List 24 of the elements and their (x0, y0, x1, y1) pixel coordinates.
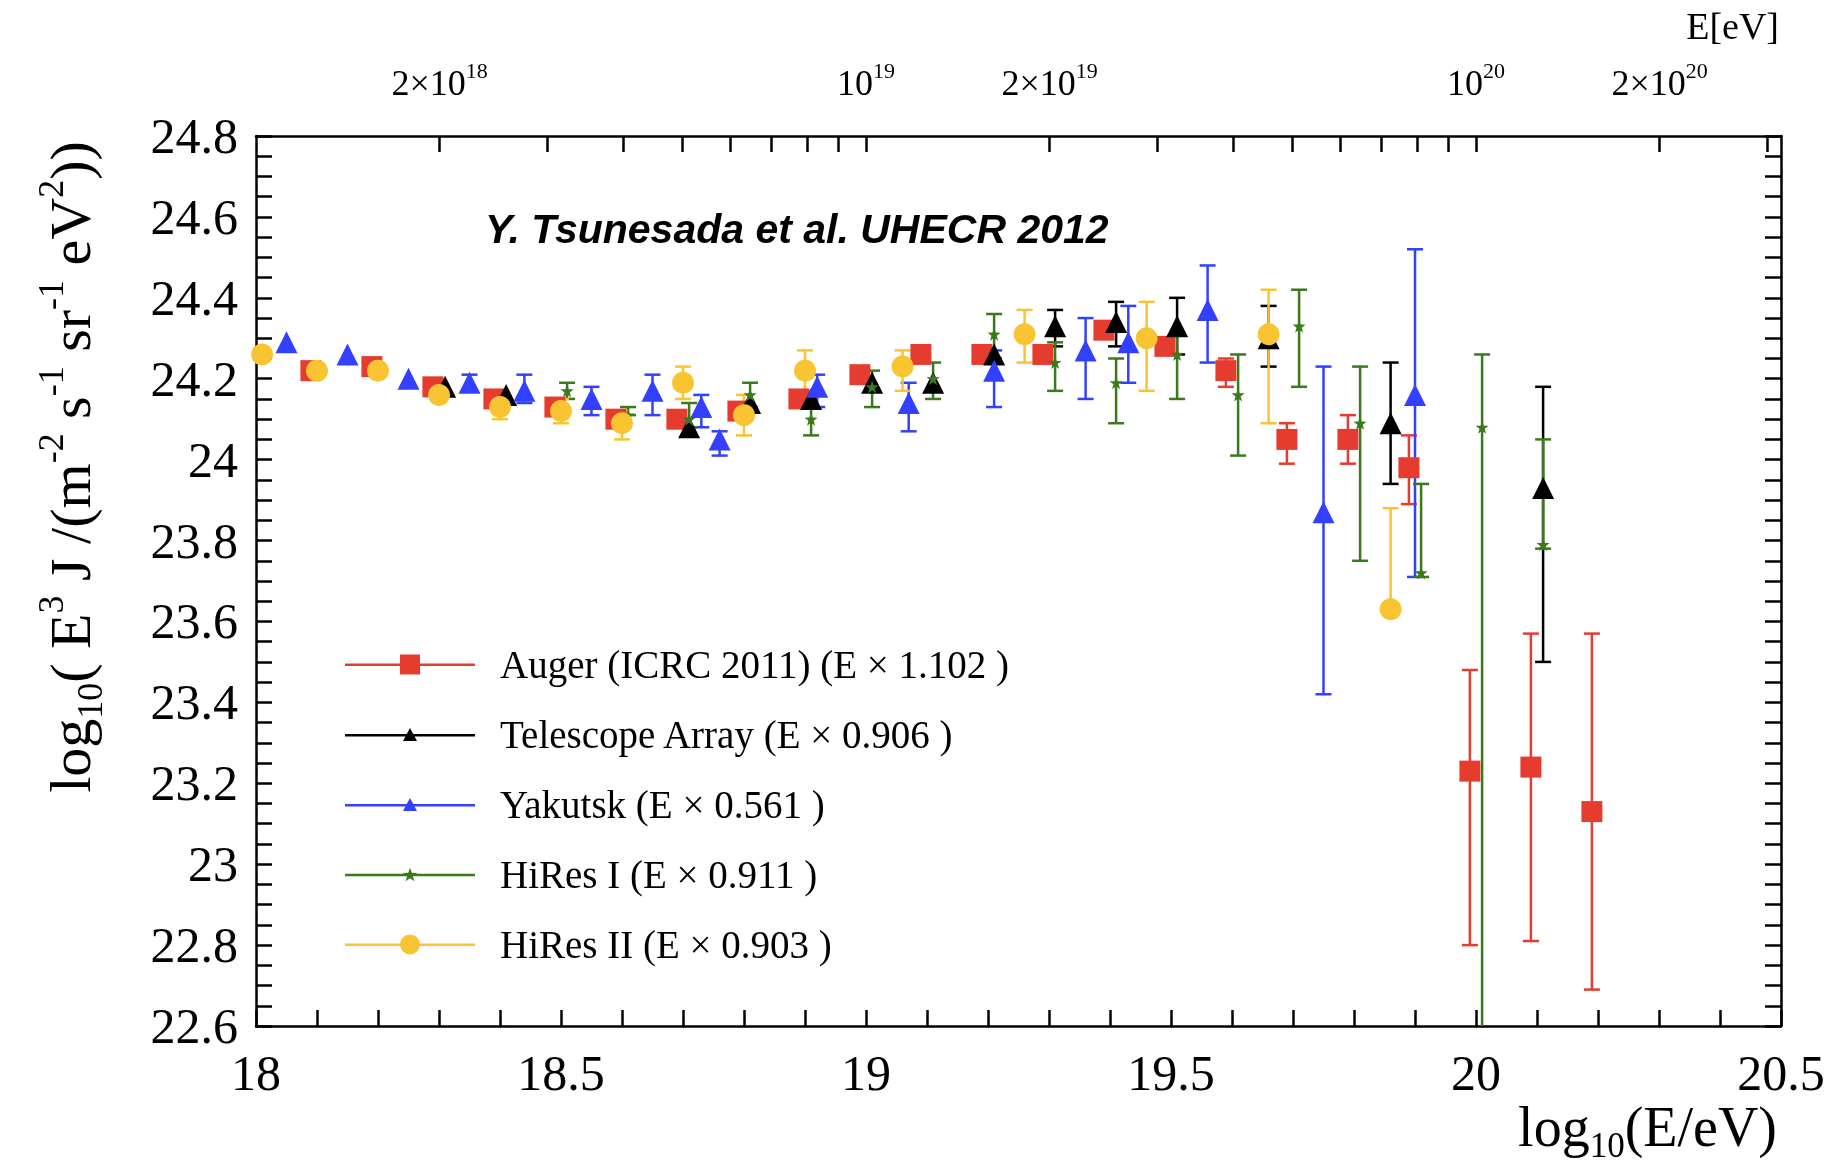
y-tick-label: 22.8 (150, 917, 238, 974)
y-tick-label: 24 (188, 431, 238, 488)
legend-label: HiRes I (E × 0.911 ) (500, 853, 818, 897)
y-tick-label: 24.8 (150, 108, 238, 164)
y-tick-label: 23.8 (150, 512, 238, 569)
x-tick-label: 20.5 (1737, 1044, 1825, 1101)
annotation: Y. Tsunesada et al. UHECR 2012 (485, 205, 1109, 252)
y-tick-label: 23.6 (150, 593, 238, 650)
y-tick-label: 24.4 (150, 269, 238, 326)
text: log10( E3 J /(m-2 s-1 sr-1 eV2)) (31, 141, 110, 793)
y-tick-label: 24.2 (150, 350, 238, 407)
y-tick-label: 23.2 (150, 755, 238, 812)
x-tick-label: 19.5 (1127, 1044, 1215, 1101)
x-tick-label: 20 (1451, 1044, 1501, 1101)
legend-label: Yakutsk (E × 0.561 ) (500, 783, 825, 827)
y-tick-label: 23.4 (150, 674, 238, 731)
legend-label: Telescope Array (E × 0.906 ) (500, 713, 953, 757)
x-tick-label: 19 (841, 1044, 891, 1101)
legend-label: Auger (ICRC 2011) (E × 1.102 ) (500, 643, 1010, 687)
y-tick-label: 23 (188, 836, 238, 893)
x2-axis-title: E[eV] (1686, 4, 1780, 47)
y-tick-label: 24.6 (150, 188, 238, 245)
x-tick-label: 18.5 (517, 1044, 605, 1101)
legend-label: HiRes II (E × 0.903 ) (500, 923, 832, 967)
